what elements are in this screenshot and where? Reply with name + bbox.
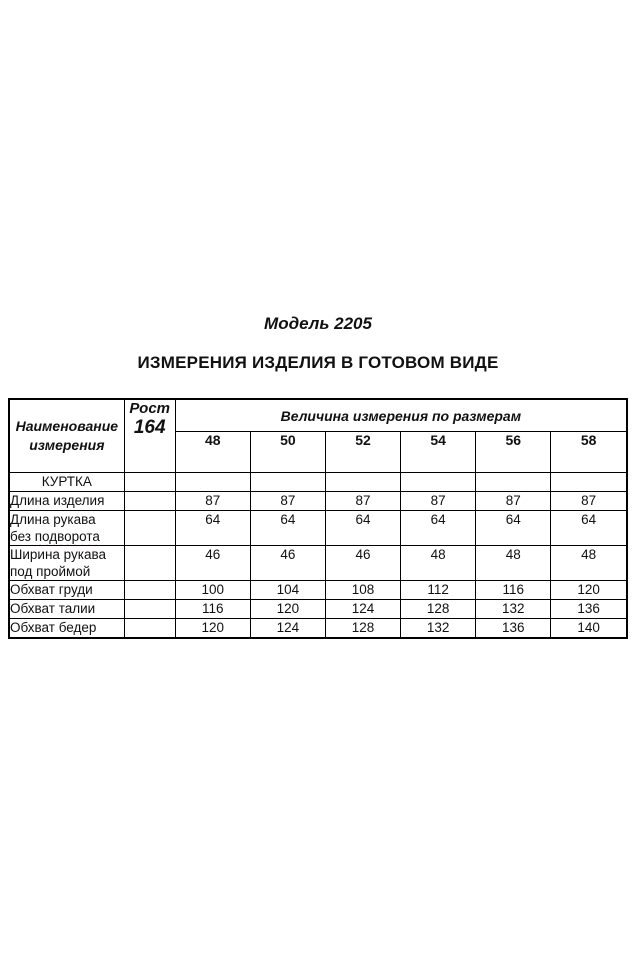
value-cell: 116	[475, 580, 552, 600]
height-label: Рост	[129, 400, 171, 417]
value-cell: 140	[550, 618, 628, 638]
measurement-row: Обхват груди 100 104 108 112 116 120	[8, 580, 628, 600]
header-row-sizes: 48 50 52 54 56 58	[9, 431, 628, 473]
row-label-line1: Длина рукава	[10, 512, 96, 527]
empty-cell	[324, 472, 402, 492]
size-header-cell: 58	[550, 431, 628, 473]
size-header-cell: 50	[249, 431, 326, 473]
page-subtitle: ИЗМЕРЕНИЯ ИЗДЕЛИЯ В ГОТОВОМ ВИДЕ	[137, 353, 499, 372]
row-label-cell: Обхват груди	[8, 580, 125, 600]
measurement-row: Длина рукава без подворота 64 64 64 64 64…	[8, 510, 628, 546]
misspelled-word: подворота	[34, 529, 100, 544]
value-cell: 46	[174, 545, 251, 581]
value-cell: 87	[174, 491, 251, 511]
value-cell: 46	[324, 545, 402, 581]
measurements-table: Наименование измерения Рост 164 Величина…	[8, 398, 628, 639]
header-name-cell: Наименование измерения	[8, 398, 125, 473]
empty-cell	[550, 472, 628, 492]
row-label-cell: Длина рукава без подворота	[8, 510, 125, 546]
section-row: КУРТКА	[8, 472, 628, 492]
value-cell: 124	[324, 599, 402, 619]
value-cell: 128	[400, 599, 477, 619]
measurement-row: Обхват талии 116 120 124 128 132 136	[8, 599, 628, 619]
measurement-row: Ширина рукава под проймой 46 46 46 48 48 …	[8, 545, 628, 581]
empty-cell	[475, 472, 552, 492]
value-cell: 87	[249, 491, 326, 511]
size-header-cell: 48	[174, 431, 251, 473]
empty-cell	[123, 599, 176, 619]
value-cell: 124	[249, 618, 326, 638]
value-cell: 104	[249, 580, 326, 600]
value-cell: 64	[174, 510, 251, 546]
size-header-cell: 52	[324, 431, 402, 473]
header-row-1: Наименование измерения Рост 164 Величина…	[8, 398, 628, 473]
value-cell: 100	[174, 580, 251, 600]
value-cell: 64	[400, 510, 477, 546]
value-cell: 132	[475, 599, 552, 619]
section-label-cell: КУРТКА	[8, 472, 125, 492]
value-cell: 46	[249, 545, 326, 581]
header-sizes-group-cell: Величина измерения по размерам	[174, 398, 628, 432]
height-value: 164	[133, 417, 166, 438]
value-cell: 87	[475, 491, 552, 511]
measurement-row: Обхват бедер 120 124 128 132 136 140	[8, 618, 628, 638]
value-cell: 120	[249, 599, 326, 619]
row-label-cell: Обхват бедер	[8, 618, 125, 638]
value-cell: 87	[550, 491, 628, 511]
row-label-line1: Ширина рукава	[10, 547, 107, 562]
value-cell: 108	[324, 580, 402, 600]
value-cell: 120	[550, 580, 628, 600]
row-label-cell: Обхват талии	[8, 599, 125, 619]
row-label-cell: Длина изделия	[8, 491, 125, 511]
empty-cell	[174, 472, 251, 492]
row-label-line2: под проймой	[10, 564, 91, 579]
empty-cell	[400, 472, 477, 492]
value-cell: 48	[400, 545, 477, 581]
value-cell: 136	[475, 618, 552, 638]
empty-cell	[123, 510, 176, 546]
header-height-cell: Рост 164	[123, 398, 176, 473]
empty-cell	[123, 472, 176, 492]
value-cell: 64	[249, 510, 326, 546]
value-cell: 48	[550, 545, 628, 581]
value-cell: 136	[550, 599, 628, 619]
value-cell: 112	[400, 580, 477, 600]
empty-cell	[249, 472, 326, 492]
measurement-row: Длина изделия 87 87 87 87 87 87	[8, 491, 628, 511]
row-label-cell: Ширина рукава под проймой	[8, 545, 125, 581]
value-cell: 87	[324, 491, 402, 511]
size-header-cell: 56	[475, 431, 552, 473]
value-cell: 87	[400, 491, 477, 511]
row-label-line2: без	[10, 529, 31, 544]
empty-cell	[123, 545, 176, 581]
empty-cell	[123, 618, 176, 638]
page-title: Модель 2205	[264, 314, 372, 333]
empty-cell	[123, 580, 176, 600]
value-cell: 48	[475, 545, 552, 581]
value-cell: 132	[400, 618, 477, 638]
value-cell: 116	[174, 599, 251, 619]
value-cell: 64	[550, 510, 628, 546]
value-cell: 120	[174, 618, 251, 638]
value-cell: 64	[475, 510, 552, 546]
value-cell: 128	[324, 618, 402, 638]
value-cell: 64	[324, 510, 402, 546]
size-header-cell: 54	[400, 431, 477, 473]
empty-cell	[123, 491, 176, 511]
